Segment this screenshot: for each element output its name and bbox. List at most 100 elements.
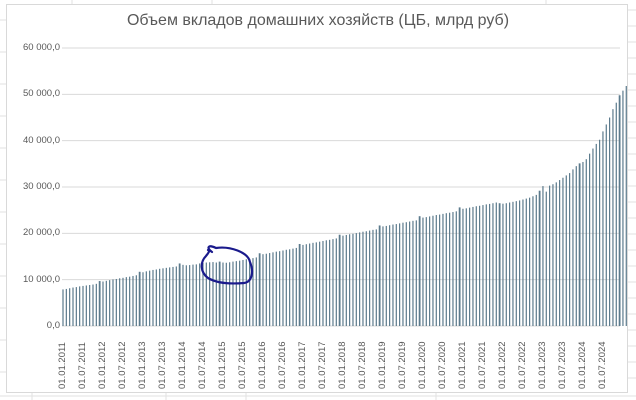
data-bar[interactable] (329, 239, 331, 326)
data-bar[interactable] (622, 90, 624, 326)
data-bar[interactable] (245, 259, 247, 326)
data-bar[interactable] (625, 85, 627, 326)
data-bar[interactable] (162, 268, 164, 326)
data-bar[interactable] (458, 207, 461, 326)
data-bar[interactable] (285, 249, 287, 326)
data-bar[interactable] (605, 124, 607, 326)
data-bar[interactable] (322, 240, 324, 326)
data-bar[interactable] (142, 272, 144, 326)
data-bar[interactable] (392, 224, 394, 326)
data-bar[interactable] (249, 258, 251, 326)
data-bar[interactable] (515, 201, 517, 326)
data-bar[interactable] (95, 283, 97, 326)
data-bar[interactable] (175, 266, 177, 326)
data-bar[interactable] (429, 216, 431, 326)
data-bar[interactable] (272, 252, 274, 326)
data-bar[interactable] (389, 225, 391, 326)
data-bar[interactable] (169, 267, 171, 326)
data-bar[interactable] (362, 231, 364, 326)
data-bar[interactable] (98, 281, 101, 326)
data-bar[interactable] (472, 206, 474, 326)
data-bar[interactable] (279, 251, 281, 326)
data-bar[interactable] (172, 266, 174, 326)
data-bar[interactable] (432, 215, 434, 326)
data-bar[interactable] (252, 258, 254, 326)
data-bar[interactable] (155, 269, 157, 326)
data-bar[interactable] (159, 268, 161, 326)
data-bar[interactable] (618, 95, 621, 326)
data-bar[interactable] (338, 234, 341, 326)
data-bar[interactable] (589, 153, 591, 326)
data-bar[interactable] (445, 213, 447, 326)
data-bar[interactable] (359, 232, 361, 326)
data-bar[interactable] (312, 242, 314, 326)
data-bar[interactable] (345, 234, 347, 326)
data-bar[interactable] (422, 217, 424, 326)
data-bar[interactable] (375, 229, 377, 326)
data-bar[interactable] (382, 226, 384, 326)
data-bar[interactable] (138, 271, 141, 326)
data-bar[interactable] (469, 207, 471, 326)
data-bar[interactable] (178, 263, 181, 326)
data-bar[interactable] (65, 288, 67, 326)
data-bar[interactable] (262, 254, 264, 326)
data-bar[interactable] (522, 199, 524, 326)
data-bar[interactable] (302, 244, 304, 326)
data-bar[interactable] (239, 260, 241, 326)
data-bar[interactable] (135, 275, 137, 326)
data-bar[interactable] (425, 217, 427, 326)
data-bar[interactable] (615, 102, 617, 326)
data-bar[interactable] (378, 225, 381, 326)
data-bar[interactable] (385, 225, 387, 326)
data-bar[interactable] (355, 233, 357, 326)
data-bar[interactable] (235, 261, 237, 326)
data-bar[interactable] (109, 280, 111, 326)
data-bar[interactable] (269, 253, 271, 326)
data-bar[interactable] (475, 206, 477, 326)
data-bar[interactable] (129, 276, 131, 326)
data-bar[interactable] (595, 143, 597, 326)
data-bar[interactable] (505, 203, 507, 326)
data-bar[interactable] (319, 241, 321, 326)
data-bar[interactable] (62, 289, 64, 326)
data-bar[interactable] (555, 182, 557, 326)
data-bar[interactable] (102, 281, 104, 326)
data-bar[interactable] (609, 117, 611, 327)
data-bar[interactable] (192, 264, 194, 326)
data-bar[interactable] (409, 221, 411, 326)
data-bar[interactable] (152, 269, 154, 326)
data-bar[interactable] (309, 243, 311, 326)
data-bar[interactable] (105, 280, 107, 326)
data-bar[interactable] (89, 284, 91, 326)
data-bar[interactable] (435, 215, 437, 326)
data-bar[interactable] (492, 203, 494, 326)
data-bar[interactable] (335, 238, 337, 326)
data-bar[interactable] (442, 213, 444, 326)
data-bar[interactable] (545, 191, 547, 326)
data-bar[interactable] (305, 244, 307, 326)
data-bar[interactable] (552, 184, 554, 326)
data-bar[interactable] (225, 262, 227, 326)
data-bar[interactable] (599, 139, 601, 326)
data-bar[interactable] (295, 247, 297, 326)
chart-area[interactable] (6, 4, 628, 393)
data-bar[interactable] (549, 185, 551, 326)
data-bar[interactable] (265, 253, 267, 326)
data-bar[interactable] (369, 230, 371, 326)
data-bar[interactable] (189, 265, 191, 326)
data-bar[interactable] (542, 186, 544, 326)
data-bar[interactable] (255, 257, 257, 326)
data-bar[interactable] (145, 271, 147, 326)
data-bar[interactable] (455, 211, 457, 326)
data-bar[interactable] (315, 242, 317, 326)
data-bar[interactable] (292, 248, 294, 326)
data-bar[interactable] (92, 284, 94, 326)
data-bar[interactable] (485, 204, 487, 326)
data-bar[interactable] (372, 229, 374, 326)
data-bar[interactable] (405, 222, 407, 326)
data-bar[interactable] (119, 278, 121, 326)
data-bar[interactable] (232, 261, 234, 326)
data-bar[interactable] (512, 201, 514, 326)
data-bar[interactable] (585, 159, 587, 326)
